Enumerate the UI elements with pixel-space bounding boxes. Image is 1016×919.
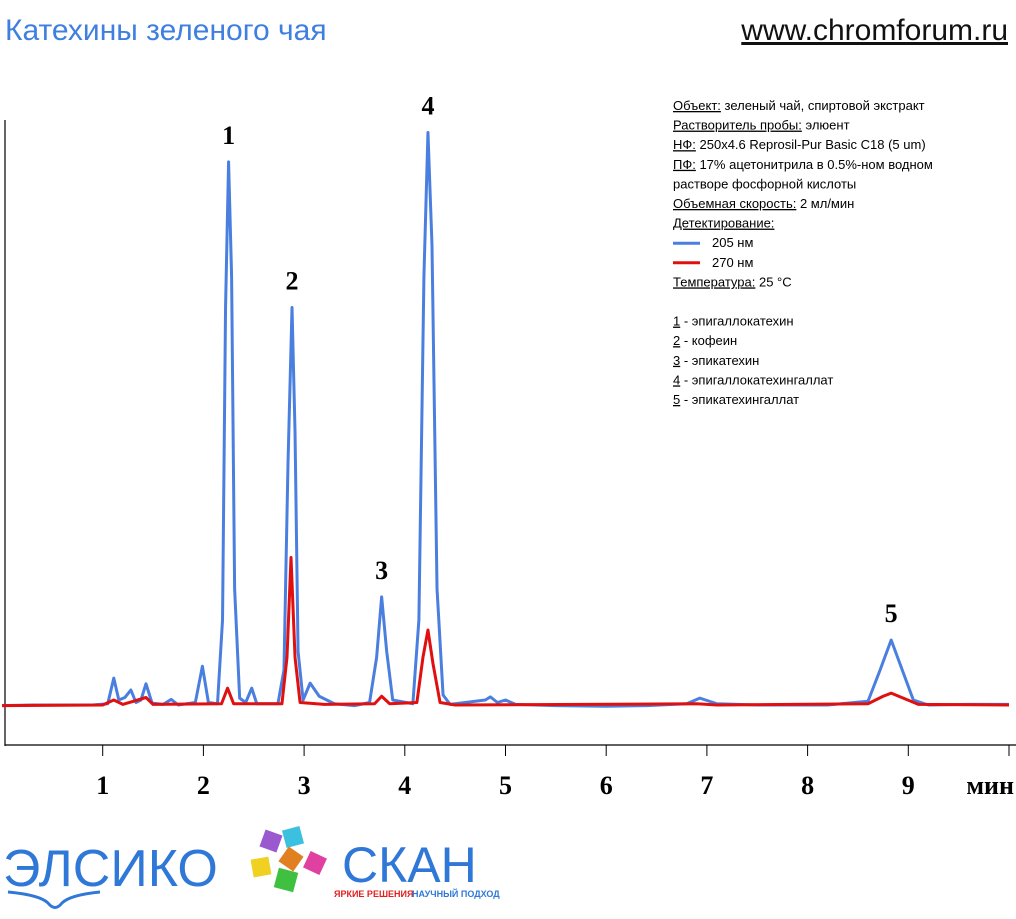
logo-cube <box>259 829 283 853</box>
info-key: Объект: <box>673 98 721 113</box>
info-line: Растворитель пробы: элюент <box>673 118 850 133</box>
logo-right: СКАН <box>342 837 477 893</box>
logo-slogan: НАУЧНЫЙ ПОДХОД <box>412 888 500 899</box>
info-key: 2 <box>673 333 680 348</box>
info-key: 5 <box>673 392 680 407</box>
legend-label: 205 нм <box>712 235 753 250</box>
info-line: растворе фосфорной кислоты <box>673 176 856 191</box>
info-key: Растворитель пробы: <box>673 118 802 133</box>
peak-label: 1 <box>222 121 235 150</box>
info-text: - эпикатехин <box>680 353 759 368</box>
info-text: зеленый чай, спиртовой экстракт <box>721 98 925 113</box>
x-tick-label: 8 <box>801 771 814 800</box>
peak-label: 2 <box>286 267 299 296</box>
info-key: 4 <box>673 372 680 387</box>
logo-cube <box>273 867 299 893</box>
logo-cube <box>250 856 272 878</box>
x-tick-label: 6 <box>600 771 613 800</box>
trace <box>1 556 1010 708</box>
info-key: НФ: <box>673 137 696 152</box>
info-line: НФ: 250x4.6 Reprosil-Pur Basic C18 (5 um… <box>673 137 926 152</box>
info-line: 5 - эпикатехингаллат <box>673 392 799 407</box>
x-axis-label: мин <box>966 771 1014 800</box>
info-text: 17% ацетонитрила в 0.5%-ном водном <box>696 157 933 172</box>
info-text: - эпигаллокатехин <box>680 314 793 329</box>
info-text: - эпигаллокатехингаллат <box>680 372 833 387</box>
site-link[interactable]: www.chromforum.ru <box>740 14 1008 47</box>
info-line: 3 - эпикатехин <box>673 353 759 368</box>
info-text: 2 мл/мин <box>796 196 854 211</box>
x-tick-label: 2 <box>197 771 210 800</box>
info-text: - эпикатехингаллат <box>680 392 799 407</box>
info-text: - кофеин <box>680 333 737 348</box>
trace <box>1 131 1009 708</box>
logo-cube <box>281 825 305 849</box>
info-key: Объемная скорость: <box>673 196 796 211</box>
info-key: 3 <box>673 353 680 368</box>
info-text: 250x4.6 Reprosil-Pur Basic C18 (5 um) <box>696 137 926 152</box>
info-key: 1 <box>673 314 680 329</box>
peak-label: 5 <box>885 599 898 628</box>
logo-slogan: ЯРКИЕ РЕШЕНИЯ <box>334 889 413 899</box>
info-text: растворе фосфорной кислоты <box>673 176 856 191</box>
x-tick-label: 5 <box>499 771 512 800</box>
info-key: ПФ: <box>673 157 696 172</box>
logo-cube <box>303 851 327 875</box>
info-text: 25 °C <box>755 274 791 289</box>
info-text: элюент <box>802 118 850 133</box>
info-line: 2 - кофеин <box>673 333 737 348</box>
x-tick-label: 7 <box>700 771 713 800</box>
legend-label: 270 нм <box>712 255 753 270</box>
info-key: Детектирование: <box>673 216 774 231</box>
x-tick-label: 3 <box>298 771 311 800</box>
info-line: Объект: зеленый чай, спиртовой экстракт <box>673 98 925 113</box>
logo-swoosh <box>7 890 101 909</box>
x-tick-label: 4 <box>398 771 411 800</box>
info-line: 4 - эпигаллокатехингаллат <box>673 372 833 387</box>
logo-left: ЭЛСИКО <box>3 840 218 898</box>
x-tick-label: 9 <box>902 771 915 800</box>
logo: ЭЛСИКО СКАН ЯРКИЕ РЕШЕНИЯ НАУЧНЫЙ ПОДХОД <box>3 825 500 909</box>
info-line: Объемная скорость: 2 мл/мин <box>673 196 854 211</box>
logo-cube <box>278 846 304 872</box>
peak-label: 4 <box>421 92 434 121</box>
peak-label: 3 <box>375 556 388 585</box>
info-key: Температура: <box>673 274 755 289</box>
x-tick-label: 1 <box>96 771 109 800</box>
info-line: ПФ: 17% ацетонитрила в 0.5%-ном водном <box>673 157 933 172</box>
info-line: Детектирование: <box>673 216 774 231</box>
chart-title: Катехины зеленого чая <box>5 14 327 47</box>
info-line: Температура: 25 °C <box>673 274 792 289</box>
info-line: 1 - эпигаллокатехин <box>673 314 794 329</box>
